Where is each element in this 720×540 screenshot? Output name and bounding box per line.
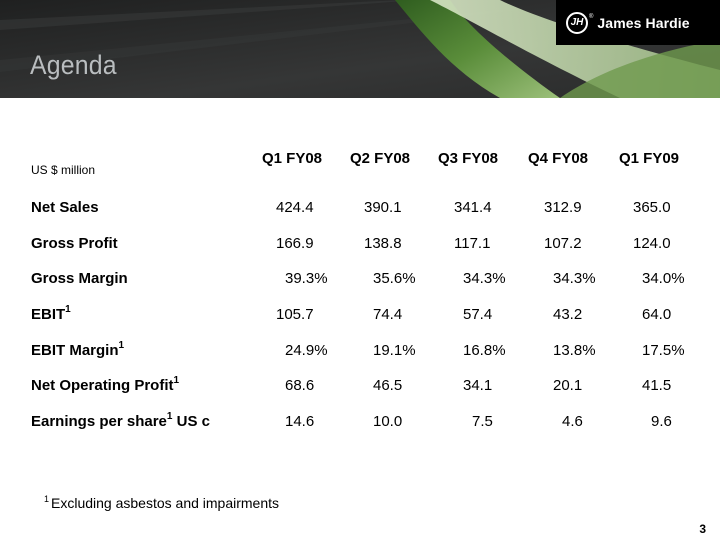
row-label: Net Operating Profit1 — [31, 375, 180, 394]
row-label-text: Earnings per share — [31, 413, 167, 430]
table-cell: 34.3% — [463, 270, 506, 287]
table-cell: 34.0% — [642, 270, 685, 287]
table-cell: 68.6 — [285, 377, 315, 394]
row-label-text: Net Sales — [31, 199, 99, 216]
row-label-suffix: US c — [172, 413, 210, 430]
logo-name: James Hardie — [597, 14, 690, 31]
row-label-text: Gross Profit — [31, 235, 118, 252]
row-label-text: Gross Margin — [31, 270, 128, 287]
table-cell: 9.6 — [651, 413, 672, 430]
table-cell: 105.7 — [276, 306, 314, 323]
table-cell: 7.5 — [472, 413, 493, 430]
table-cell: 14.6 — [285, 413, 315, 430]
footnote-ref: 1 — [173, 375, 180, 386]
table-cell: 365.0 — [633, 199, 671, 216]
table-cell: 390.1 — [364, 199, 402, 216]
row-label-text: Net Operating Profit — [31, 377, 174, 394]
row-label: EBIT Margin1 — [31, 340, 125, 359]
company-logo: JH ® James Hardie — [556, 0, 720, 45]
footnote-marker: 1 — [44, 494, 50, 504]
table-cell: 20.1 — [553, 377, 583, 394]
column-header: Q1 FY08 — [262, 150, 323, 167]
row-label-text: EBIT Margin — [31, 342, 119, 359]
table-cell: 4.6 — [562, 413, 583, 430]
unit-label: US $ million — [31, 163, 96, 177]
table-cell: 341.4 — [454, 199, 492, 216]
row-label: EBIT1 — [31, 304, 71, 323]
table-cell: 34.3% — [553, 270, 596, 287]
table-cell: 46.5 — [373, 377, 403, 394]
footnote-ref: 1 — [166, 411, 173, 422]
page-number: 3 — [699, 522, 706, 536]
footnote: 1 Excluding asbestos and impairments — [44, 494, 280, 511]
row-label-text: EBIT — [31, 306, 66, 323]
footnote-ref: 1 — [65, 304, 71, 315]
row-label: Net Sales — [31, 199, 99, 216]
table-cell: 34.1 — [463, 377, 493, 394]
table-cell: 17.5% — [642, 342, 685, 359]
table-cell: 57.4 — [463, 306, 493, 323]
table-cell: 16.8% — [463, 342, 506, 359]
table-cell: 64.0 — [642, 306, 672, 323]
page-title: Agenda — [30, 50, 117, 80]
table-cell: 39.3% — [285, 270, 328, 287]
column-header: Q4 FY08 — [528, 150, 589, 167]
table-cell: 19.1% — [373, 342, 416, 359]
table-cell: 117.1 — [454, 235, 491, 252]
registered-mark: ® — [589, 13, 594, 20]
row-label: Earnings per share1 US c — [31, 411, 210, 430]
table-cell: 312.9 — [544, 199, 582, 216]
row-label: Gross Margin — [31, 270, 128, 287]
logo-mark-icon: JH — [566, 11, 588, 34]
table-cell: 74.4 — [373, 306, 403, 323]
table-cell: 24.9% — [285, 342, 328, 359]
table-cell: 10.0 — [373, 413, 403, 430]
footnote-ref: 1 — [118, 340, 125, 351]
table-cell: 41.5 — [642, 377, 672, 394]
row-label: Gross Profit — [31, 235, 118, 252]
table-cell: 35.6% — [373, 270, 416, 287]
table-cell: 124.0 — [633, 235, 671, 252]
table-cell: 166.9 — [276, 235, 314, 252]
table-cell: 138.8 — [364, 235, 402, 252]
table-cell: 13.8% — [553, 342, 596, 359]
table-cell: 43.2 — [553, 306, 583, 323]
column-header: Q2 FY08 — [350, 150, 411, 167]
table-cell: 424.4 — [276, 199, 314, 216]
footnote-text: Excluding asbestos and impairments — [51, 495, 280, 511]
table-cell: 107.2 — [544, 235, 582, 252]
header-banner: Agenda JH ® James Hardie — [0, 0, 720, 98]
column-header: Q1 FY09 — [619, 150, 680, 167]
column-header: Q3 FY08 — [438, 150, 499, 167]
